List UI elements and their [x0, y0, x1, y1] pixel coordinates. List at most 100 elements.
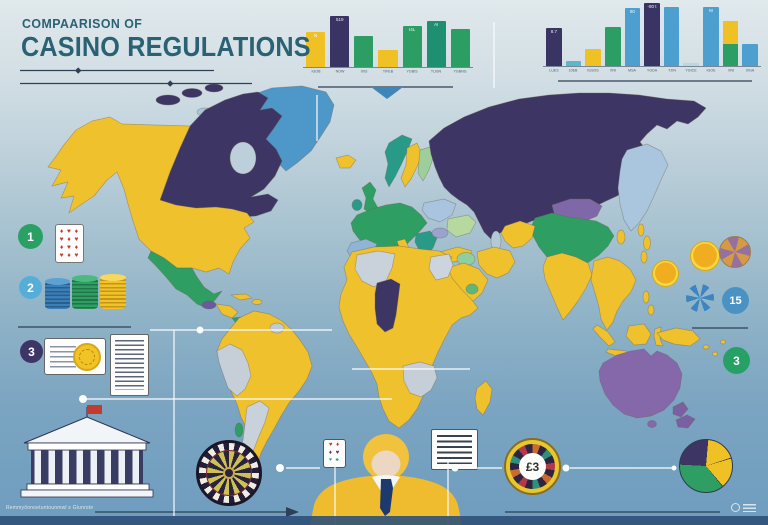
region-philippines	[647, 304, 655, 316]
bar-chart-right: 8.7 LUES 10EB IGSOS XNI 90 MSA -80 t YGDA TJIN YGI…	[543, 2, 761, 73]
document-icon	[110, 334, 149, 396]
footer-caption: Remmyöonoetuntounmwl s Glunrote	[6, 505, 94, 511]
chip-stack-blue	[45, 278, 70, 309]
bar-chart-left: N IGOB 519 NOW IXIS TIFEB I4L YGBIS AI TUGN YGBNG	[303, 15, 473, 74]
marker-badge-1: 1	[18, 224, 43, 249]
pacific-island	[712, 351, 718, 357]
region-japan	[637, 223, 645, 237]
region-tasmania	[647, 420, 657, 428]
arctic-island	[155, 94, 181, 106]
bar: TJIN	[663, 2, 680, 73]
wheel-token-icon	[719, 236, 751, 268]
x-tick-label: IGOE	[706, 68, 716, 73]
dartboard-icon	[196, 440, 262, 506]
bar: 90 MSA	[624, 2, 641, 73]
document-card-icon	[431, 429, 478, 470]
region-cuba	[230, 293, 253, 301]
pie-chart	[679, 439, 733, 493]
bar: -80 t YGDA	[644, 2, 660, 73]
region-usa-alaska	[47, 116, 255, 275]
footer-strip	[0, 516, 768, 525]
bar: YGICE	[683, 2, 700, 73]
pacific-island	[720, 339, 726, 345]
region-madagascar	[474, 380, 493, 416]
card-pips-row: ♥ ♦ ♥	[59, 236, 80, 243]
region-sumatra	[592, 324, 616, 347]
region-sweden	[400, 142, 423, 188]
x-tick-label: TUGN	[431, 69, 442, 74]
bar: XNI	[722, 2, 739, 73]
region-honduras	[215, 303, 239, 319]
card-pips-row: ♥ ♦	[328, 442, 341, 448]
region-far-east	[617, 143, 669, 232]
card-pips-row: ♥ ♦ ♥	[59, 252, 80, 259]
x-tick-label: LUES	[549, 68, 559, 73]
region-new-guinea	[656, 327, 701, 347]
watermark-logo-icon	[731, 503, 740, 512]
x-tick-label: MSA	[628, 68, 637, 73]
region-ukraine	[446, 214, 477, 238]
region-oman	[465, 283, 479, 295]
region-ireland	[351, 199, 363, 211]
bar: IXIS	[354, 15, 374, 74]
region-hispaniola	[251, 299, 263, 305]
document-text-lines	[115, 340, 144, 390]
bar-value-label: -80 t	[647, 4, 657, 10]
marker-badge-3b: 3	[723, 347, 750, 374]
bar-value-label: N	[313, 32, 318, 38]
bar: TIFEB	[378, 15, 398, 74]
x-tick-label: YGDA	[646, 68, 658, 73]
roulette-wheel-icon: £3	[504, 438, 561, 495]
bar-value-label: I4L	[409, 27, 416, 33]
region-guatemala	[201, 300, 217, 310]
marker-badge-15: 15	[722, 287, 749, 314]
bar: 10EB	[565, 2, 582, 73]
bar: 519 NOW	[330, 15, 350, 74]
region-iran	[476, 246, 516, 279]
title-kicker: COMPAARISON OF	[22, 16, 143, 31]
arctic-island	[181, 88, 203, 98]
region-central-asia	[500, 220, 536, 249]
bar-value-label: AI	[434, 22, 439, 28]
marker-badge-3: 3	[20, 340, 43, 363]
region-west-africa	[374, 278, 401, 333]
x-tick-label: XNI	[727, 68, 734, 73]
x-tick-label: IXIS	[360, 69, 368, 74]
bar-value-label: 8.7	[550, 29, 557, 35]
coin-icon	[652, 260, 679, 287]
region-canada	[159, 91, 283, 224]
region-egypt	[428, 253, 454, 281]
x-tick-label: IXGA	[745, 68, 755, 73]
bar: YGBNG	[450, 15, 470, 74]
chip-stack-yellow	[100, 274, 126, 309]
region-sulawesi	[653, 326, 664, 347]
x-tick-label: IGSOS	[587, 68, 599, 73]
document-text-lines	[437, 435, 472, 464]
bar: 8.7 LUES	[546, 2, 562, 73]
region-philippines	[642, 290, 650, 304]
region-borneo	[625, 323, 652, 346]
region-japan	[643, 235, 651, 251]
region-norway	[384, 134, 413, 188]
license-text-lines	[50, 346, 76, 369]
region-south-africa	[402, 361, 438, 398]
bar: IGSOS	[585, 2, 601, 73]
watermark-text-lines	[743, 503, 756, 512]
x-tick-label: XNI	[609, 68, 616, 73]
card-pips-row: ♦ ♥ ♦	[59, 244, 80, 251]
bar: XNI	[604, 2, 621, 73]
region-guyana	[269, 322, 285, 334]
bar: M IGOE	[703, 2, 719, 73]
region-korea	[616, 229, 626, 245]
card-pips-row: ♥ ♣	[329, 457, 340, 463]
bar: I4L YGBIS	[402, 15, 422, 74]
watermark	[731, 503, 756, 512]
hudson-bay	[229, 141, 257, 175]
bar: IXGA	[742, 2, 759, 73]
roulette-center-label: £3	[519, 453, 546, 480]
coin-icon	[73, 343, 101, 371]
bar-value-label: M	[709, 8, 713, 14]
marker-badge-2: 2	[19, 276, 42, 299]
